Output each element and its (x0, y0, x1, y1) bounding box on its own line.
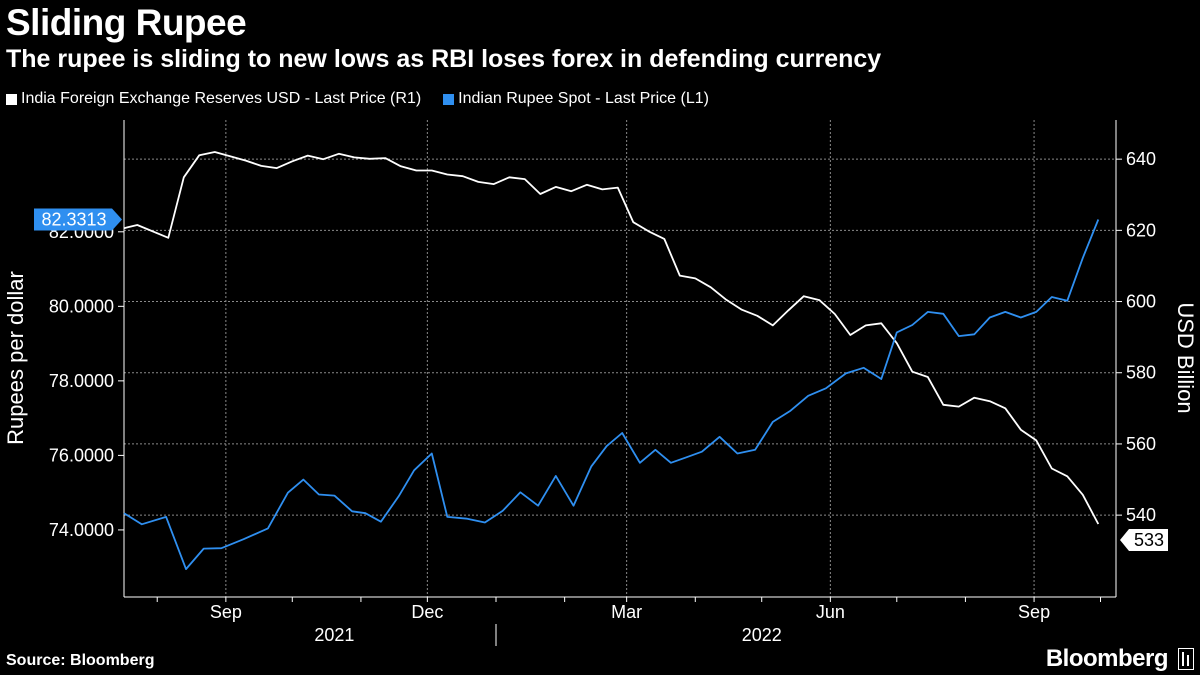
x-tick-label: Sep (1018, 602, 1050, 622)
chart-subtitle: The rupee is sliding to new lows as RBI … (6, 45, 882, 73)
x-year-label: 2022 (742, 625, 782, 645)
left-tick-label: 76.0000 (49, 445, 114, 465)
x-year-label: 2021 (314, 625, 354, 645)
terminal-icon (1178, 648, 1194, 670)
last-value-label-reserves: 533 (1134, 530, 1164, 550)
series-line-reserves (123, 151, 1100, 525)
right-tick-label: 640 (1126, 149, 1156, 169)
x-tick-label: Jun (816, 602, 845, 622)
last-value-label-rupee: 82.3313 (41, 209, 106, 229)
last-value-tag-reserves (1120, 529, 1168, 552)
right-tick-label: 540 (1126, 505, 1156, 525)
right-tick-label: 620 (1126, 220, 1156, 240)
left-tick-label: 78.0000 (49, 371, 114, 391)
x-tick-label: Mar (611, 602, 642, 622)
right-tick-label: 600 (1126, 292, 1156, 312)
right-tick-label: 560 (1126, 434, 1156, 454)
legend-swatch-rupee (443, 93, 455, 105)
right-axis-title: USD Billion (1173, 302, 1198, 413)
legend-label-reserves: India Foreign Exchange Reserves USD - La… (21, 90, 422, 107)
legend-item-rupee: Indian Rupee Spot - Last Price (L1) (443, 90, 709, 108)
left-axis-title: Rupees per dollar (3, 271, 28, 445)
source-note: Source: Bloomberg (6, 652, 155, 669)
right-tick-label: 580 (1126, 363, 1156, 383)
legend-item-reserves: India Foreign Exchange Reserves USD - La… (6, 90, 421, 108)
legend-swatch-reserves (6, 93, 17, 105)
x-tick-label: Sep (210, 602, 242, 622)
brand-logo: Bloomberg (1045, 645, 1169, 672)
left-tick-label: 80.0000 (49, 296, 114, 316)
chart-title: Sliding Rupee (6, 2, 247, 43)
legend: India Foreign Exchange Reserves USD - La… (6, 90, 709, 108)
last-value-tag-rupee (34, 208, 122, 231)
legend-label-rupee: Indian Rupee Spot - Last Price (L1) (458, 90, 709, 107)
x-tick-label: Dec (411, 602, 443, 622)
left-tick-label: 74.0000 (49, 520, 114, 540)
series-line-rupee (123, 219, 1100, 570)
